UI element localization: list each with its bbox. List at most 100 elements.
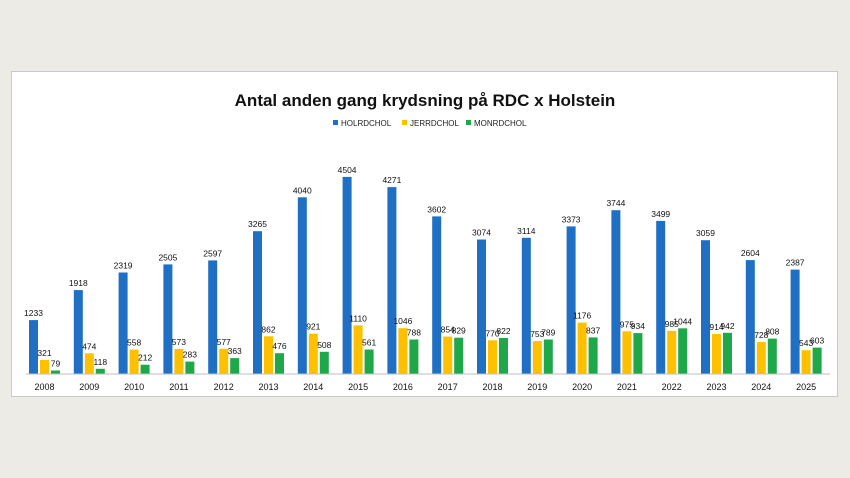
bar-monrdchol-2023 xyxy=(723,332,732,374)
legend-swatch-monrdchol xyxy=(466,120,471,125)
data-label-monrdchol-2019: 789 xyxy=(541,328,555,338)
bar-holrdchol-2008 xyxy=(29,320,38,374)
data-label-monrdchol-2021: 934 xyxy=(631,321,645,331)
data-label-monrdchol-2008: 79 xyxy=(51,359,61,369)
data-label-monrdchol-2012: 363 xyxy=(228,346,242,356)
bar-monrdchol-2009 xyxy=(95,368,105,374)
bar-jerrdchol-2016 xyxy=(398,328,408,374)
data-label-monrdchol-2014: 508 xyxy=(317,340,331,350)
bar-holrdchol-2023 xyxy=(701,240,710,374)
bar-jerrdchol-2025 xyxy=(801,350,811,374)
data-label-holrdchol-2013: 3265 xyxy=(248,219,267,229)
data-label-monrdchol-2017: 829 xyxy=(452,326,466,336)
bar-holrdchol-2010 xyxy=(118,272,128,374)
data-label-monrdchol-2025: 603 xyxy=(810,336,824,346)
bar-monrdchol-2014 xyxy=(319,351,329,374)
bar-jerrdchol-2012 xyxy=(219,348,229,374)
legend-label-holrdchol: HOLRDCHOL xyxy=(341,119,392,128)
x-tick-label-2018: 2018 xyxy=(482,382,502,392)
bar-monrdchol-2020 xyxy=(588,337,598,374)
data-label-holrdchol-2018: 3074 xyxy=(472,228,491,238)
data-label-holrdchol-2015: 4504 xyxy=(338,165,357,175)
bar-jerrdchol-2022 xyxy=(667,330,677,374)
x-tick-label-2024: 2024 xyxy=(751,382,771,392)
data-label-jerrdchol-2025: 543 xyxy=(799,338,813,348)
data-label-monrdchol-2009: 118 xyxy=(94,357,108,367)
bar-jerrdchol-2008 xyxy=(40,360,49,374)
bar-holrdchol-2024 xyxy=(745,260,755,374)
data-label-holrdchol-2008: 1233 xyxy=(24,308,43,318)
bar-jerrdchol-2010 xyxy=(129,349,139,374)
legend-swatch-holrdchol xyxy=(333,120,338,125)
data-label-holrdchol-2016: 4271 xyxy=(382,175,401,185)
bar-monrdchol-2015 xyxy=(364,349,374,374)
data-label-holrdchol-2023: 3059 xyxy=(696,228,715,238)
x-tick-label-2022: 2022 xyxy=(662,382,682,392)
data-label-jerrdchol-2018: 770 xyxy=(485,328,499,338)
bar-jerrdchol-2024 xyxy=(756,342,766,374)
bar-monrdchol-2008 xyxy=(51,370,60,374)
data-label-holrdchol-2009: 1918 xyxy=(69,278,88,288)
data-label-jerrdchol-2010: 558 xyxy=(127,338,141,348)
data-label-jerrdchol-2012: 577 xyxy=(217,337,231,347)
x-tick-label-2010: 2010 xyxy=(124,382,144,392)
x-tick-label-2017: 2017 xyxy=(438,382,458,392)
data-label-jerrdchol-2022: 985 xyxy=(665,319,679,329)
bar-holrdchol-2011 xyxy=(163,264,173,374)
x-tick-label-2019: 2019 xyxy=(527,382,547,392)
data-label-monrdchol-2013: 476 xyxy=(272,341,286,351)
bar-holrdchol-2025 xyxy=(790,269,800,374)
data-label-monrdchol-2023: 942 xyxy=(720,321,734,331)
x-tick-label-2025: 2025 xyxy=(796,382,816,392)
bar-monrdchol-2011 xyxy=(185,361,195,374)
data-label-holrdchol-2014: 4040 xyxy=(293,185,312,195)
data-label-jerrdchol-2015: 1110 xyxy=(349,313,367,323)
data-label-jerrdchol-2021: 975 xyxy=(620,319,634,329)
bar-monrdchol-2021 xyxy=(633,333,643,374)
bar-holrdchol-2017 xyxy=(432,216,442,374)
bar-monrdchol-2017 xyxy=(454,337,464,374)
bar-monrdchol-2016 xyxy=(409,339,419,374)
bar-monrdchol-2018 xyxy=(499,338,508,374)
bar-monrdchol-2012 xyxy=(230,358,240,374)
data-label-jerrdchol-2020: 1176 xyxy=(573,311,592,321)
data-label-jerrdchol-2017: 854 xyxy=(441,325,455,335)
data-label-holrdchol-2021: 3744 xyxy=(606,198,625,208)
chart-card: Antal anden gang krydsning på RDC x Hols… xyxy=(11,71,838,397)
bar-jerrdchol-2017 xyxy=(443,336,453,374)
legend-label-jerrdchol: JERRDCHOL xyxy=(410,119,459,128)
data-label-monrdchol-2022: 1044 xyxy=(673,316,692,326)
data-label-jerrdchol-2008: 321 xyxy=(37,348,51,358)
bar-jerrdchol-2011 xyxy=(174,348,184,374)
bar-holrdchol-2016 xyxy=(387,187,397,374)
bar-monrdchol-2010 xyxy=(140,364,150,374)
data-label-monrdchol-2010: 212 xyxy=(138,353,152,363)
data-label-monrdchol-2020: 837 xyxy=(586,325,600,335)
x-tick-label-2014: 2014 xyxy=(303,382,323,392)
bar-monrdchol-2019 xyxy=(543,339,553,374)
bar-chart: Antal anden gang krydsning på RDC x Hols… xyxy=(24,91,830,392)
bar-holrdchol-2015 xyxy=(342,176,352,374)
x-tick-label-2011: 2011 xyxy=(169,382,188,392)
bar-holrdchol-2009 xyxy=(73,290,83,374)
bar-monrdchol-2025 xyxy=(812,347,822,374)
chart-title: Antal anden gang krydsning på RDC x Hols… xyxy=(235,91,616,110)
x-tick-label-2015: 2015 xyxy=(348,382,368,392)
x-tick-label-2012: 2012 xyxy=(214,382,234,392)
data-label-holrdchol-2017: 3602 xyxy=(427,204,446,214)
data-label-holrdchol-2011: 2505 xyxy=(158,252,177,262)
data-label-holrdchol-2010: 2319 xyxy=(114,261,133,271)
legend-swatch-jerrdchol xyxy=(402,120,407,125)
bar-holrdchol-2021 xyxy=(611,210,621,374)
bar-jerrdchol-2020 xyxy=(577,322,587,374)
data-label-jerrdchol-2013: 862 xyxy=(261,324,275,334)
bar-holrdchol-2012 xyxy=(208,260,218,374)
bar-monrdchol-2022 xyxy=(678,328,688,374)
data-label-holrdchol-2020: 3373 xyxy=(562,214,581,224)
x-tick-label-2023: 2023 xyxy=(706,382,726,392)
bar-jerrdchol-2018 xyxy=(488,340,497,374)
x-tick-label-2013: 2013 xyxy=(258,382,278,392)
data-label-monrdchol-2016: 788 xyxy=(407,328,421,338)
bar-jerrdchol-2023 xyxy=(712,334,721,374)
